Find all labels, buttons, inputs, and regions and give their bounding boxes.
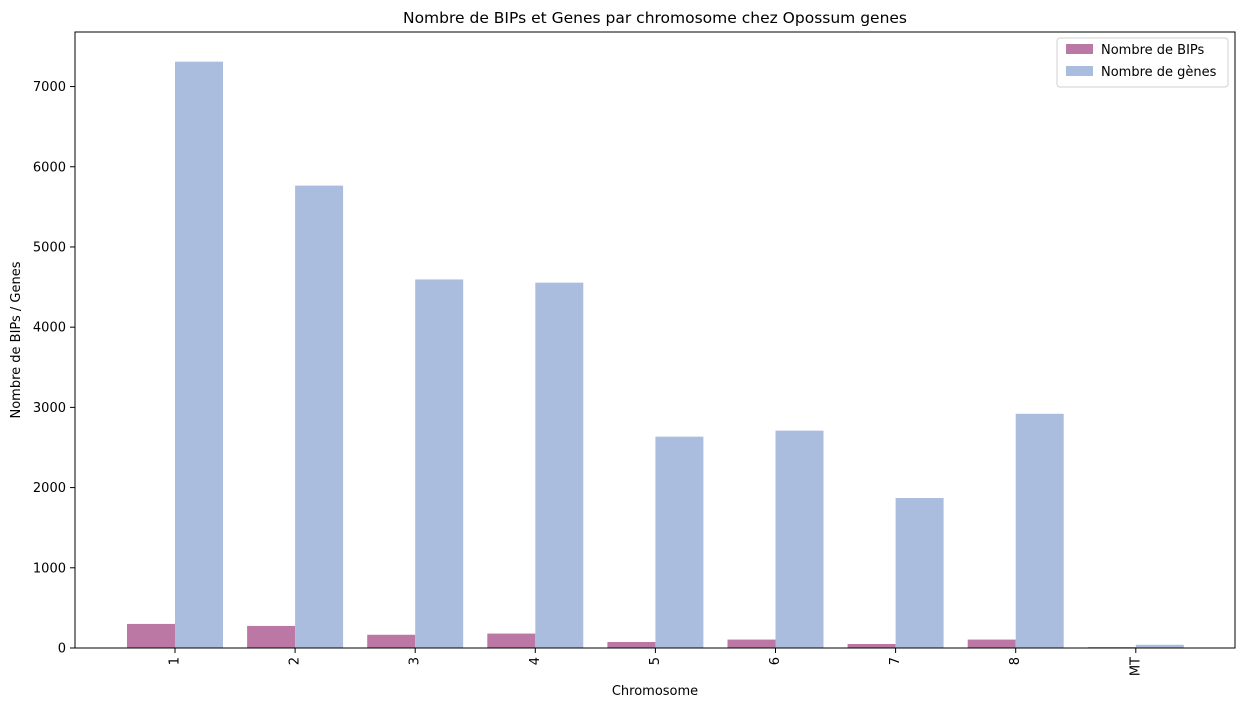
legend-swatch-genes xyxy=(1066,66,1093,76)
y-tick-label: 1000 xyxy=(33,561,66,576)
y-tick-label: 0 xyxy=(58,642,66,657)
legend-swatch-bips xyxy=(1066,44,1093,54)
x-tick-label: 5 xyxy=(648,657,663,665)
x-tick-label: 2 xyxy=(288,657,303,665)
bar-genes-5 xyxy=(655,436,704,648)
chart-title: Nombre de BIPs et Genes par chromosome c… xyxy=(403,9,907,27)
bar-bips-1 xyxy=(127,623,175,648)
y-tick-label: 7000 xyxy=(33,80,66,95)
x-tick-label: 8 xyxy=(1008,657,1023,665)
bar-bips-2 xyxy=(247,625,296,648)
legend-box xyxy=(1056,37,1229,88)
bar-genes-1 xyxy=(175,61,223,649)
bar-bips-5 xyxy=(607,641,656,648)
x-tick-label: MT xyxy=(1128,657,1143,676)
y-axis-label: Nombre de BIPs / Genes xyxy=(9,261,24,418)
y-tick-label: 5000 xyxy=(33,240,66,255)
bar-genes-7 xyxy=(895,498,944,648)
legend-label-genes: Nombre de gènes xyxy=(1101,65,1217,80)
x-tick-label: 7 xyxy=(888,657,903,665)
bar-bips-7 xyxy=(847,643,896,648)
bar-bips-4 xyxy=(487,633,536,648)
bar-genes-8 xyxy=(1015,413,1064,648)
y-tick-label: 4000 xyxy=(33,321,66,336)
y-tick-label: 6000 xyxy=(33,160,66,175)
bar-genes-3 xyxy=(415,279,464,648)
bar-genes-MT xyxy=(1135,644,1184,648)
y-tick-label: 2000 xyxy=(33,481,66,496)
bar-genes-6 xyxy=(775,430,824,648)
bar-bips-8 xyxy=(967,639,1016,648)
x-axis-ticks: 1 2 3 4 5 6 7 8 MT xyxy=(168,648,1143,676)
x-axis-label: Chromosome xyxy=(612,684,698,699)
x-tick-label: 1 xyxy=(168,657,183,665)
bar-bips-3 xyxy=(367,634,416,648)
bar-genes-2 xyxy=(295,185,344,649)
x-tick-label: 3 xyxy=(408,657,423,665)
bar-genes-4 xyxy=(535,282,584,648)
legend-label-bips: Nombre de BIPs xyxy=(1101,43,1205,58)
x-tick-label: 4 xyxy=(528,657,543,665)
legend: Nombre de BIPs Nombre de gènes xyxy=(1056,37,1229,88)
x-tick-label: 6 xyxy=(768,657,783,665)
y-tick-label: 3000 xyxy=(33,401,66,416)
bar-bips-6 xyxy=(727,639,776,648)
bars-layer xyxy=(127,61,1184,649)
y-axis-ticks: 0 1000 2000 3000 4000 5000 6000 7000 xyxy=(33,80,75,657)
